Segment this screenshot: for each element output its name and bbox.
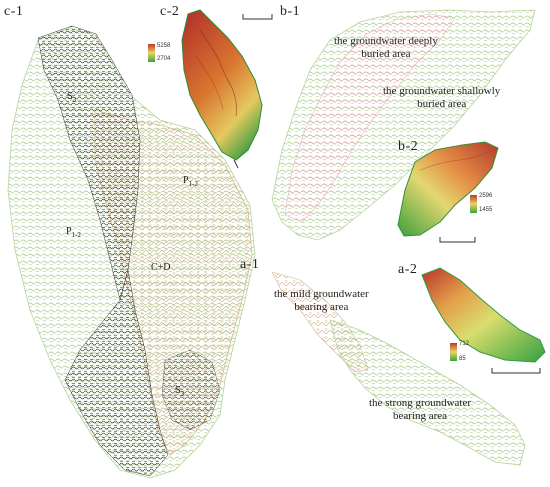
b2-scalebar	[439, 237, 476, 243]
unit-s3-bottom: S3	[175, 385, 185, 398]
panel-label-a2: a-2	[398, 262, 418, 277]
b2-legend-max: 2596	[479, 193, 493, 199]
c2-north-arrow	[233, 159, 239, 169]
a2-legend-max: 712	[459, 341, 470, 347]
a2-legend-min: 85	[459, 356, 466, 362]
area-label-strong: the strong groundwater bearing area	[369, 397, 472, 422]
unit-s3-top: S3	[67, 91, 77, 104]
c2-legend-max: 5258	[157, 43, 171, 49]
c1-map	[7, 25, 256, 479]
b2-legend-bar	[470, 195, 477, 213]
a1-green-zone	[329, 319, 526, 466]
c2-legend-min: 2704	[157, 56, 171, 62]
b1-pink-zone	[284, 13, 456, 223]
a2-dem-map	[421, 267, 546, 363]
a2-scalebar	[491, 368, 541, 374]
area-label-mild: the mild groundwater bearing area	[274, 288, 369, 313]
panel-label-a1: a-1	[240, 257, 260, 272]
c2-scalebar	[242, 14, 273, 20]
panel-label-b1: b-1	[280, 4, 301, 19]
unit-cd: C+D	[151, 262, 171, 273]
panel-label-b2: b-2	[398, 139, 419, 154]
c1-black-band-lower	[64, 269, 169, 477]
a1-map	[271, 271, 526, 466]
b1-map	[271, 9, 536, 241]
panel-label-c1: c-1	[4, 4, 24, 19]
unit-p12-right: P1-2	[183, 175, 198, 188]
c2-dem-map	[181, 9, 263, 169]
c2-legend-bar	[148, 44, 155, 62]
area-label-shallowly: the groundwater shallowly buried area	[383, 85, 501, 110]
c1-s3-blob	[161, 349, 221, 431]
b2-dem-map	[397, 141, 499, 237]
unit-p12-left: P1-2	[66, 226, 81, 239]
a2-legend-bar	[450, 343, 457, 361]
panel-label-c2: c-2	[160, 4, 180, 19]
b2-legend-min: 1455	[479, 207, 493, 213]
area-label-deeply: the groundwater deeply buried area	[334, 35, 438, 60]
